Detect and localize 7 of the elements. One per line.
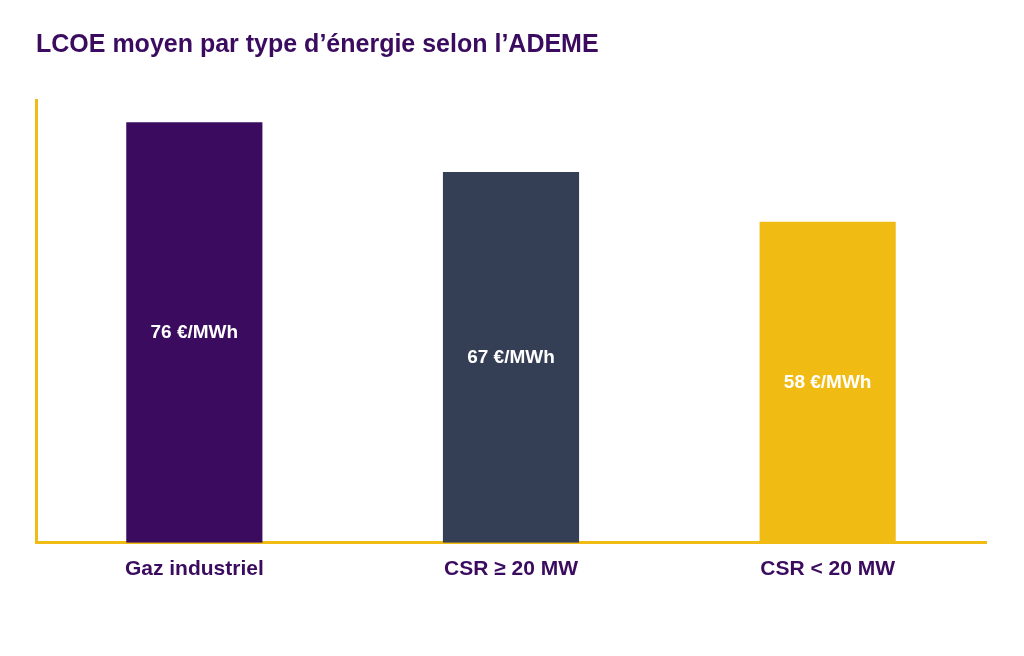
x-tick-label: CSR ≥ 20 MW [443,556,579,580]
chart-title: LCOE moyen par type d’énergie selon l’ADEME [36,28,599,57]
x-tick-label: CSR < 20 MW [760,556,896,580]
data-label: 58 €/MWh [783,370,872,392]
x-tick-label: Gaz industriel [124,556,264,580]
data-label: 67 €/MWh [467,345,555,367]
data-label: 76 €/MWh [150,320,239,342]
